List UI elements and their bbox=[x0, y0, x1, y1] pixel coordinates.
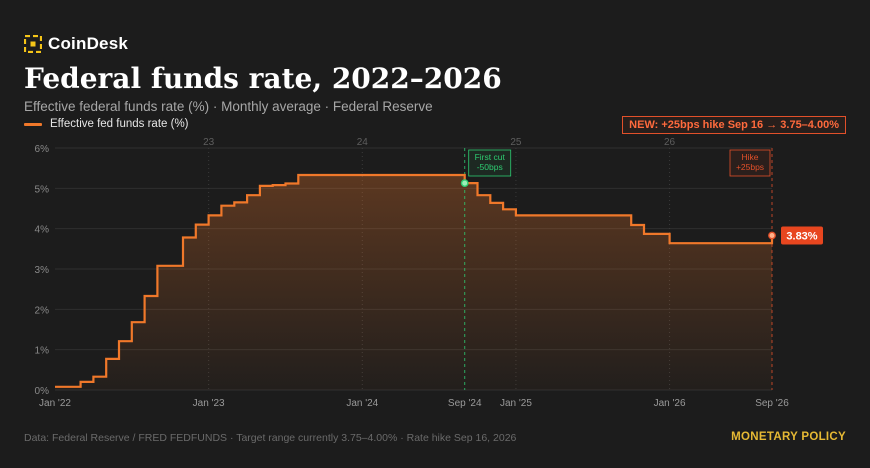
year-label: 23 bbox=[203, 137, 215, 148]
year-label: 24 bbox=[357, 137, 369, 148]
news-badge: NEW: +25bps hike Sep 16 → 3.75–4.00% bbox=[622, 116, 846, 134]
y-tick-label: 3% bbox=[35, 265, 50, 276]
legend-label: Effective fed funds rate (%) bbox=[50, 118, 189, 130]
coindesk-logo-icon bbox=[24, 35, 42, 53]
chart-legend: Effective fed funds rate (%) bbox=[24, 118, 189, 130]
hike-annotation-box bbox=[729, 149, 771, 177]
chart-title: Federal funds rate, 2022–2026 bbox=[24, 62, 502, 95]
x-tick-label: Jan '22 bbox=[39, 398, 71, 409]
x-tick-label: Sep '24 bbox=[448, 398, 482, 409]
y-tick-label: 6% bbox=[35, 144, 50, 155]
last-value-label: 3.83% bbox=[786, 231, 817, 243]
y-tick-label: 0% bbox=[35, 386, 50, 397]
x-tick-label: Jan '25 bbox=[500, 398, 532, 409]
x-tick-label: Sep '26 bbox=[755, 398, 789, 409]
legend-swatch bbox=[24, 122, 42, 126]
year-label: 25 bbox=[510, 137, 522, 148]
last-value-badge bbox=[781, 226, 823, 245]
footer-source: Data: Federal Reserve / FRED FEDFUNDS · … bbox=[24, 432, 517, 444]
y-tick-label: 2% bbox=[35, 305, 50, 316]
cut-annotation-box bbox=[468, 149, 512, 177]
y-tick-label: 1% bbox=[35, 346, 50, 357]
year-label: 26 bbox=[664, 137, 676, 148]
y-tick-label: 5% bbox=[35, 184, 50, 195]
brand: CoinDesk bbox=[24, 34, 128, 54]
cut-point bbox=[460, 179, 469, 187]
hike-annotation-label: +25bps bbox=[736, 162, 764, 172]
y-tick-label: 4% bbox=[35, 225, 50, 236]
x-tick-label: Jan '26 bbox=[654, 398, 686, 409]
x-tick-label: Jan '23 bbox=[193, 398, 225, 409]
chart-subtitle: Effective federal funds rate (%) · Month… bbox=[24, 99, 433, 114]
series-line bbox=[55, 173, 774, 388]
cut-annotation-label: -50bps bbox=[477, 162, 503, 172]
hike-annotation-label: Hike bbox=[741, 152, 758, 162]
hike-point bbox=[768, 231, 776, 240]
cut-annotation-label: First cut bbox=[475, 152, 506, 162]
footer-tag: MONETARY POLICY bbox=[731, 431, 846, 443]
brand-name: CoinDesk bbox=[48, 34, 129, 53]
x-tick-label: Jan '24 bbox=[346, 398, 378, 409]
series-area bbox=[55, 175, 772, 390]
